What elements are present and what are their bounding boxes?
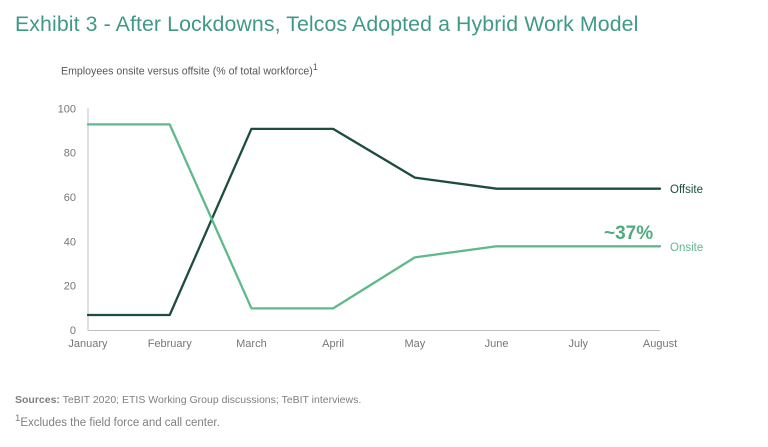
svg-text:40: 40: [64, 236, 76, 248]
svg-text:March: March: [236, 338, 267, 350]
svg-text:0: 0: [70, 325, 76, 337]
svg-text:May: May: [404, 338, 425, 350]
svg-text:July: July: [569, 338, 589, 350]
svg-text:January: January: [68, 338, 108, 350]
svg-text:April: April: [322, 338, 344, 350]
svg-text:August: August: [643, 338, 677, 350]
svg-text:February: February: [148, 338, 193, 350]
svg-text:80: 80: [64, 148, 76, 160]
svg-text:60: 60: [64, 192, 76, 204]
svg-text:Offsite: Offsite: [670, 184, 703, 196]
svg-text:~37%: ~37%: [604, 223, 653, 244]
svg-text:100: 100: [58, 104, 76, 116]
svg-text:Onsite: Onsite: [670, 242, 703, 254]
svg-text:June: June: [485, 338, 509, 350]
svg-text:20: 20: [64, 281, 76, 293]
